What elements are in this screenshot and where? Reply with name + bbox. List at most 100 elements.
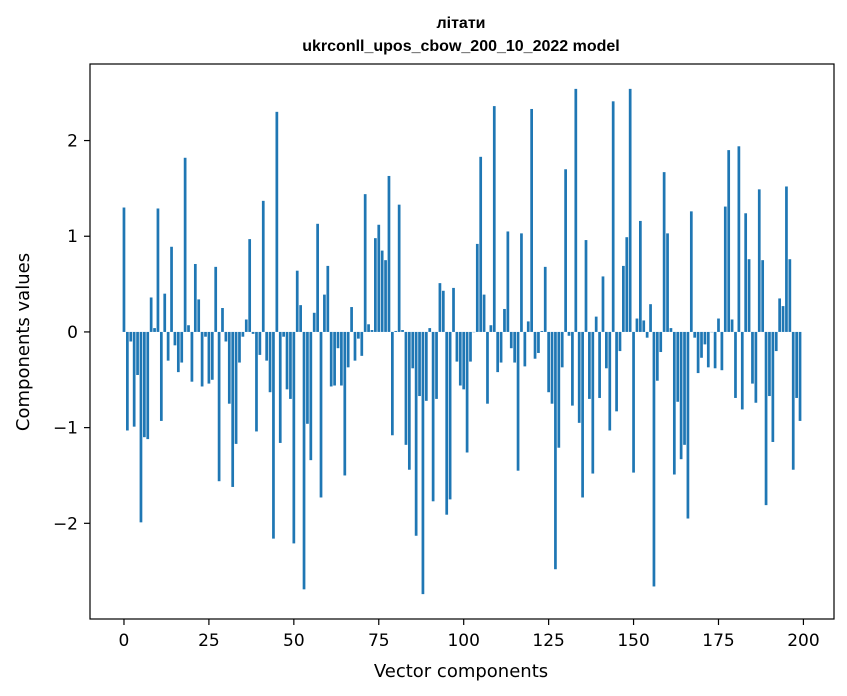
bar-90 <box>428 328 432 332</box>
bar-145 <box>615 331 618 412</box>
bar-42 <box>265 331 269 361</box>
bar-61 <box>329 331 333 387</box>
bar-195 <box>785 186 788 332</box>
bar-143 <box>608 331 612 431</box>
bar-154 <box>645 331 649 338</box>
bar-117 <box>520 233 523 332</box>
bar-2 <box>129 331 133 342</box>
x-tick-label: 150 <box>617 631 649 651</box>
bar-43 <box>268 331 272 393</box>
x-tick-label: 75 <box>368 631 390 651</box>
bar-118 <box>523 331 527 367</box>
bar-165 <box>683 331 686 445</box>
bar-100 <box>462 331 466 390</box>
plot-frame <box>89 63 835 620</box>
bar-187 <box>757 189 761 332</box>
bar-80 <box>394 330 398 332</box>
bar-160 <box>666 233 669 332</box>
bar-84 <box>407 331 411 470</box>
bar-77 <box>384 260 387 332</box>
bar-168 <box>693 331 697 338</box>
bar-157 <box>655 331 659 381</box>
bar-69 <box>357 331 360 339</box>
bar-188 <box>761 260 765 332</box>
bar-14 <box>170 246 173 332</box>
bar-18 <box>183 157 187 332</box>
bar-110 <box>496 331 500 373</box>
bar-85 <box>411 331 415 369</box>
bar-192 <box>774 331 778 352</box>
bar-98 <box>455 331 459 362</box>
bar-124 <box>543 266 547 332</box>
bar-73 <box>370 330 374 332</box>
bar-46 <box>278 331 282 443</box>
bar-20 <box>190 331 194 382</box>
bar-163 <box>676 331 680 402</box>
bar-106 <box>482 294 486 332</box>
bar-54 <box>306 331 309 424</box>
bar-94 <box>441 290 445 332</box>
bar-47 <box>282 331 285 337</box>
bar-133 <box>574 88 578 332</box>
x-axis: 0 25 50 75 100 125 150 175 200 <box>119 619 820 651</box>
chart-title: літати <box>436 15 485 32</box>
bar-175 <box>717 318 720 332</box>
bar-53 <box>302 331 306 590</box>
bar-64 <box>340 331 343 386</box>
bar-125 <box>547 331 550 393</box>
x-tick-label: 100 <box>447 631 479 651</box>
y-tick-label: 1 <box>67 227 78 247</box>
bar-11 <box>159 331 163 421</box>
bar-128 <box>557 331 561 448</box>
bar-0 <box>122 207 126 332</box>
bar-16 <box>176 331 180 373</box>
bar-162 <box>672 331 676 475</box>
bar-132 <box>571 331 574 406</box>
bar-50 <box>292 331 296 544</box>
bar-91 <box>431 331 435 502</box>
bar-15 <box>173 331 177 346</box>
bar-5 <box>139 331 143 523</box>
x-tick-label: 25 <box>198 631 220 651</box>
bar-114 <box>509 331 513 349</box>
bar-156 <box>652 331 656 587</box>
bar-75 <box>377 224 381 332</box>
bar-71 <box>363 194 367 332</box>
bar-139 <box>594 316 598 332</box>
bar-144 <box>611 101 615 332</box>
bar-79 <box>391 331 394 436</box>
bar-92 <box>435 331 438 399</box>
bar-12 <box>163 293 167 332</box>
bar-33 <box>234 331 238 444</box>
bar-127 <box>554 331 557 570</box>
bar-112 <box>503 308 506 332</box>
bar-23 <box>200 331 204 387</box>
bar-158 <box>659 331 663 353</box>
bar-74 <box>374 238 377 332</box>
y-axis-label: Components values <box>13 253 34 431</box>
bar-126 <box>550 331 554 404</box>
bar-83 <box>404 331 408 445</box>
bar-152 <box>639 220 642 332</box>
bar-28 <box>217 331 221 482</box>
bar-66 <box>346 331 350 368</box>
bar-115 <box>513 331 517 363</box>
bar-25 <box>207 331 211 384</box>
bar-199 <box>798 331 802 421</box>
bar-164 <box>679 331 683 460</box>
y-tick-label: 2 <box>67 132 78 152</box>
y-tick-label: 0 <box>67 323 78 343</box>
bar-24 <box>204 331 207 337</box>
bar-30 <box>224 331 228 342</box>
bar-48 <box>285 331 289 390</box>
bar-9 <box>153 328 156 332</box>
bar-27 <box>214 266 218 332</box>
bar-41 <box>261 200 265 332</box>
bar-7 <box>146 331 150 440</box>
bar-65 <box>343 331 347 476</box>
bar-32 <box>231 331 235 487</box>
x-tick-label: 200 <box>787 631 819 651</box>
bar-183 <box>744 213 748 332</box>
bar-96 <box>448 331 452 500</box>
